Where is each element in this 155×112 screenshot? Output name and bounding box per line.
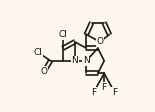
Text: F: F	[112, 88, 117, 97]
Text: O: O	[41, 67, 48, 76]
Text: Cl: Cl	[59, 30, 68, 39]
Text: N: N	[83, 56, 90, 65]
Text: F: F	[91, 88, 96, 97]
Text: F: F	[102, 83, 107, 92]
Text: N: N	[71, 56, 78, 65]
Text: Cl: Cl	[33, 48, 42, 57]
Text: O: O	[96, 37, 103, 46]
